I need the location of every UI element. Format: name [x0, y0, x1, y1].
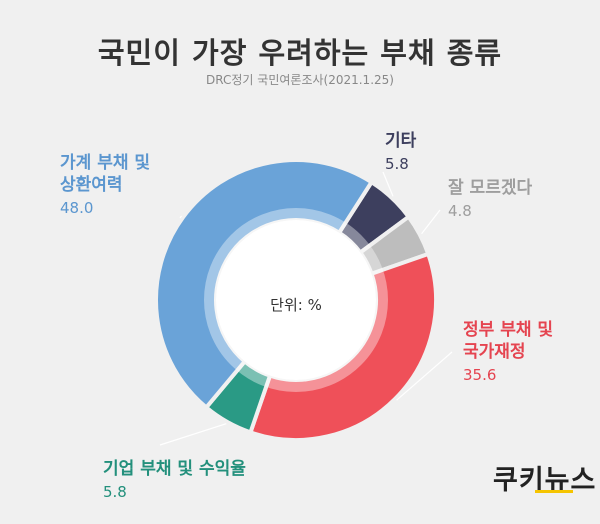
label-government: 정부 부채 및 국가재정 35.6: [463, 319, 553, 385]
label-other-value: 5.8: [385, 155, 409, 173]
label-household-value: 48.0: [60, 199, 94, 217]
inner-ring: [204, 208, 388, 392]
label-other: 기타 5.8: [385, 130, 416, 174]
label-government-line1: 정부 부채 및: [463, 320, 554, 340]
donut-hole: [216, 220, 376, 380]
connector-government: [396, 351, 453, 401]
label-unknown-value: 4.8: [448, 202, 472, 220]
label-connectors: [159, 171, 453, 446]
connector-unknown: [421, 209, 441, 235]
label-corporate: 기업 부채 및 수익율 5.8: [103, 458, 246, 502]
label-unknown-line1: 잘 모르겠다: [448, 178, 533, 198]
connector-other: [382, 171, 394, 197]
chart-title: 국민이 가장 우려하는 부채 종류: [97, 36, 503, 70]
connector-corporate: [159, 423, 227, 446]
logo-underline: [535, 490, 573, 493]
label-corporate-value: 5.8: [103, 483, 127, 501]
label-corporate-line1: 기업 부채 및 수익율: [103, 459, 246, 479]
label-other-line1: 기타: [385, 131, 417, 151]
label-unknown: 잘 모르겠다 4.8: [448, 177, 532, 221]
label-household-line2: 상환여력: [60, 175, 123, 195]
unit-label: 단위: %: [270, 296, 322, 314]
chart-subtitle: DRC정기 국민여론조사(2021.1.25): [206, 73, 394, 87]
label-household-line1: 가계 부채 및: [60, 153, 151, 173]
connector-household: [179, 215, 182, 219]
label-household: 가계 부채 및 상환여력 48.0: [60, 152, 150, 218]
label-government-value: 35.6: [463, 366, 497, 384]
donut-slices: [154, 158, 438, 442]
label-government-line2: 국가재정: [463, 342, 526, 362]
